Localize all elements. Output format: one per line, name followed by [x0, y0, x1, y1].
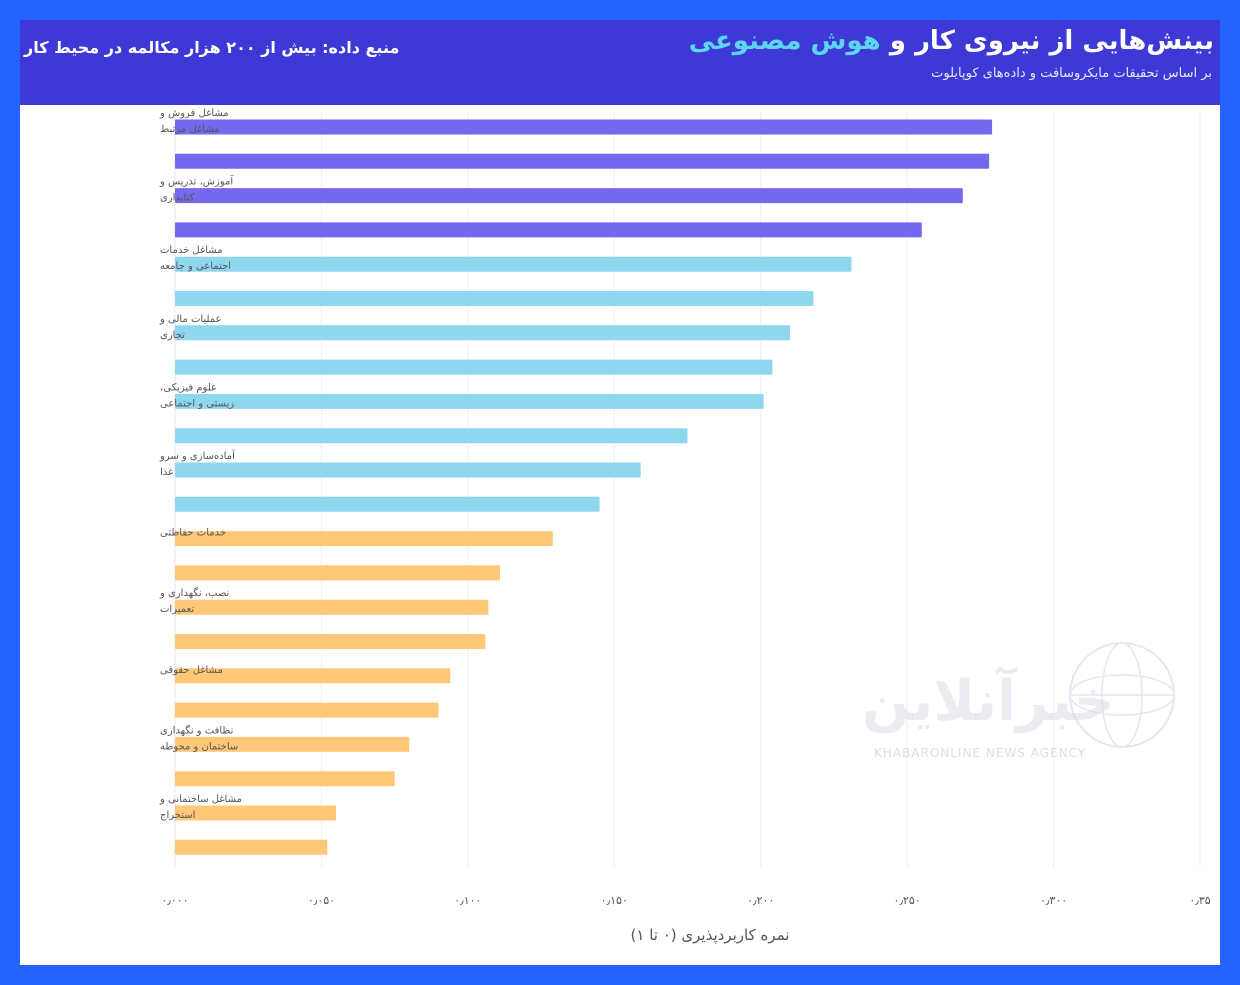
x-axis-ticks: ۰٫۰۰۰ ۰٫۰۵۰ ۰٫۱۰۰ ۰٫۱۵۰ ۰٫۲۰۰ ۰٫۲۵۰ ۰٫۳۰۰ ۰٫۳۵	[161, 894, 1210, 907]
bar	[175, 222, 922, 238]
category-label-line: آماده‌سازی و سرو	[159, 449, 236, 462]
category-label: عملیات مالی و تجاری	[159, 314, 222, 341]
watermark-logo: خبرآنلاین KHABARONLINE NEWS AGENCY	[862, 642, 1175, 760]
bar	[175, 153, 990, 169]
watermark-logo-text: خبرآنلاین	[862, 666, 1114, 734]
category-label-line: عملیات مالی و	[159, 314, 222, 325]
bar	[175, 599, 489, 615]
category-label-line: نظافت و نگهداری	[160, 724, 233, 736]
category-label: علوم فیزیکی، زیستی و اجتماعی	[160, 382, 234, 409]
x-tick-label: ۰٫۳۰۰	[1040, 894, 1067, 907]
x-axis-title: نمره کاربردپذیری (۰ تا ۱)	[631, 926, 790, 945]
category-label: نظافت و نگهداری ساختمان و محوطه	[160, 724, 238, 752]
bar	[175, 188, 963, 204]
category-label-line: کتابداری	[160, 193, 195, 204]
x-tick-label: ۰٫۱۰۰	[454, 894, 481, 907]
watermark-agency-text: KHABARONLINE NEWS AGENCY	[874, 746, 1086, 760]
category-label-line: اجتماعی و جامعه	[160, 261, 231, 272]
category-label-line: نصب، نگهداری و	[159, 587, 229, 599]
x-tick-label: ۰٫۰۵۰	[308, 894, 335, 907]
bar-chart: خبرآنلاین KHABARONLINE NEWS AGENCY مشاغل…	[159, 108, 1210, 945]
category-label-line: تجاری	[160, 330, 185, 341]
bar	[175, 736, 410, 752]
bar	[175, 565, 501, 581]
page-title: بینش‌هایی از نیروی کار و هوش مصنوعی	[689, 26, 1214, 56]
bar	[175, 634, 486, 649]
category-label: مشاغل حقوقی	[160, 665, 223, 676]
bar	[175, 393, 764, 409]
category-label-line: علوم فیزیکی،	[160, 382, 217, 393]
category-label-line: مشاغل فروش و	[159, 108, 229, 119]
bar	[175, 428, 688, 444]
bar	[175, 531, 553, 547]
data-source-note: منبع داده: بیش از ۲۰۰ هزار مکالمه در محی…	[24, 38, 400, 57]
category-label-line: زیستی و اجتماعی	[160, 398, 234, 409]
x-tick-label: ۰٫۱۵۰	[601, 894, 628, 907]
bar	[175, 291, 814, 306]
category-label-line: آموزش، تدریس و	[159, 175, 234, 188]
x-tick-label: ۰٫۲۰۰	[747, 894, 774, 907]
category-label: مشاغل ساختمانی و استخراج	[159, 794, 242, 821]
bar	[175, 462, 641, 478]
bar	[175, 805, 337, 821]
category-label-line: مشاغل ساختمانی و	[159, 794, 242, 805]
category-label-line: ساختمان و محوطه	[160, 741, 238, 752]
bars	[175, 119, 993, 855]
bar	[175, 496, 600, 512]
bar	[175, 702, 439, 718]
bar	[175, 771, 395, 787]
x-tick-label: ۰٫۲۵۰	[894, 894, 921, 907]
page-subtitle: بر اساس تحقیقات مایکروسافت و داده‌های کو…	[931, 66, 1212, 81]
category-label: آموزش، تدریس و کتابداری	[159, 175, 234, 204]
bar	[175, 839, 328, 855]
x-tick-label: ۰٫۳۵	[1189, 894, 1210, 907]
bar	[175, 256, 852, 272]
header-banner: بینش‌هایی از نیروی کار و هوش مصنوعی بر ا…	[20, 20, 1220, 105]
bar	[175, 359, 773, 375]
category-label: مشاغل فروش و مشاغل مرتبط	[159, 108, 229, 135]
category-labels: مشاغل فروش و مشاغل مرتبط آموزش، تدریس و کتا…	[159, 108, 242, 821]
category-label-line: مشاغل خدمات	[160, 245, 223, 256]
category-label-line: استخراج	[160, 810, 195, 821]
bar	[175, 668, 451, 684]
category-label: خدمات حفاظتی	[160, 528, 226, 539]
title-accent: هوش مصنوعی	[688, 26, 881, 56]
bar	[175, 119, 993, 135]
category-label-line: مشاغل مرتبط	[160, 124, 219, 135]
category-label-line: خدمات حفاظتی	[160, 528, 226, 539]
bar	[175, 325, 790, 341]
category-label: آماده‌سازی و سرو غذا	[159, 449, 236, 478]
category-label-line: مشاغل حقوقی	[160, 665, 223, 676]
chart-card: بینش‌هایی از نیروی کار و هوش مصنوعی بر ا…	[20, 20, 1220, 965]
category-label-line: تعمیرات	[160, 604, 194, 615]
title-main: بینش‌هایی از نیروی کار و	[889, 26, 1214, 56]
category-label: نصب، نگهداری و تعمیرات	[159, 587, 229, 615]
category-label: مشاغل خدمات اجتماعی و جامعه	[160, 245, 231, 272]
watermark-globe-icon	[1069, 642, 1175, 748]
x-tick-label: ۰٫۰۰۰	[161, 894, 188, 907]
category-label-line: غذا	[160, 467, 173, 478]
